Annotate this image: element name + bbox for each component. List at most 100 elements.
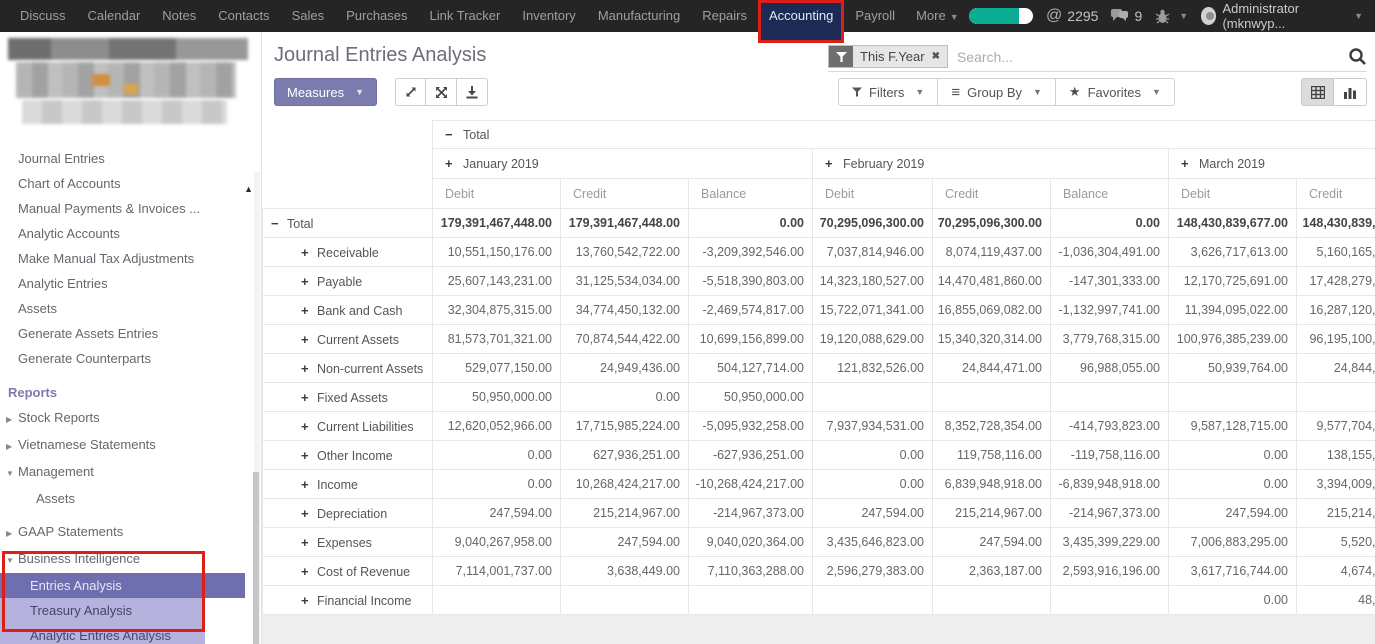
expand-icon[interactable]: + [301,534,309,550]
flip-axis-button[interactable] [395,78,427,106]
sidebar-item-vietnamese-statements[interactable]: ▶ Vietnamese Statements [0,432,261,459]
pivot-row-header-fixed-assets[interactable]: + Fixed Assets [262,382,433,412]
app-menu-item-notes[interactable]: Notes [162,8,197,23]
sidebar-item-analytic-entries-analysis[interactable]: Analytic Entries Analysis [0,623,205,644]
pivot-measure-header-debit[interactable]: Debit [812,178,933,209]
pivot-measure-header-credit[interactable]: Credit [560,178,689,209]
pivot-month-header-january-2019[interactable]: + January 2019 [432,148,813,179]
debug-menu[interactable]: ▼ [1155,9,1188,24]
expand-icon[interactable]: + [301,244,309,260]
app-menu-item-purchases[interactable]: Purchases [346,8,408,23]
sidebar-item-journal-entries[interactable]: Journal Entries [18,151,105,166]
pivot-row-header-depreciation[interactable]: + Depreciation [262,498,433,528]
sidebar-item-gaap-statements[interactable]: ▶ GAAP Statements [0,519,261,546]
sidebar-scrollbar-track[interactable] [253,172,260,644]
app-menu-item-payroll[interactable]: Payroll [855,8,896,23]
expand-icon[interactable]: + [301,331,309,347]
sidebar-item-assets[interactable]: Assets [18,301,58,316]
caret-right-icon[interactable]: ▶ [6,442,13,451]
sidebar-item-make-manual-tax-adjustments[interactable]: Make Manual Tax Adjustments [18,251,195,266]
measures-button[interactable]: Measures ▼ [274,78,377,106]
collapse-icon[interactable]: − [445,127,453,142]
expand-icon[interactable]: + [825,156,833,171]
app-menu-item-link-tracker[interactable]: Link Tracker [429,8,501,23]
pivot-measure-header-debit[interactable]: Debit [432,178,561,209]
expand-icon[interactable]: + [301,302,309,318]
app-menu-item-contacts[interactable]: Contacts [218,8,270,23]
search-icon[interactable] [1348,47,1367,66]
app-menu-more[interactable]: More ▼ [916,8,959,23]
favorites-button[interactable]: ★ Favorites ▼ [1055,78,1175,106]
expand-all-button[interactable] [426,78,458,106]
pivot-row-header-expenses[interactable]: + Expenses [262,527,433,557]
pivot-row-header-non-current-assets[interactable]: + Non-current Assets [262,353,433,383]
expand-icon[interactable]: + [301,505,309,521]
pivot-measure-header-credit[interactable]: Credit [932,178,1051,209]
sidebar-item-chart-of-accounts[interactable]: Chart of Accounts [18,176,121,191]
user-menu[interactable]: Administrator (mknwyp... ▼ [1201,1,1363,31]
sidebar-item-assets[interactable]: Assets [36,491,76,506]
expand-icon[interactable]: + [301,360,309,376]
search-input[interactable]: Search... [956,48,1013,65]
sidebar-item-analytic-accounts[interactable]: Analytic Accounts [18,226,120,241]
pivot-measure-header-debit[interactable]: Debit [1168,178,1297,209]
pivot-row-header-current-assets[interactable]: + Current Assets [262,324,433,354]
app-menu-item-sales[interactable]: Sales [291,8,325,23]
mention-counter[interactable]: @ 2295 [1046,7,1098,25]
expand-icon[interactable]: + [301,273,309,289]
pivot-measure-header-balance[interactable]: Balance [1050,178,1169,209]
pivot-row-header-current-liabilities[interactable]: + Current Liabilities [262,411,433,441]
pivot-row-header-receivable[interactable]: + Receivable [262,237,433,267]
sidebar-item-manual-payments-invoices[interactable]: Manual Payments & Invoices ... [18,201,201,216]
pivot-row-header-total[interactable]: − Total [262,208,433,238]
sidebar-scrollbar-thumb[interactable] [253,472,259,644]
expand-icon[interactable]: + [301,592,309,608]
search-facet[interactable]: This F.Year ✖ [828,45,948,68]
sidebar-item-management[interactable]: ▼ Management [0,459,261,486]
pivot-measure-header-credit[interactable]: Credit [1295,178,1375,209]
app-menu-item-inventory[interactable]: Inventory [522,8,576,23]
pivot-month-header-march-2019[interactable]: + March 2019 [1167,148,1375,179]
pivot-row-header-payable[interactable]: + Payable [262,266,433,296]
pivot-row-header-financial-income[interactable]: + Financial Income [262,585,433,615]
caret-down-icon[interactable]: ▼ [6,556,14,565]
sidebar-item-stock-reports[interactable]: ▶ Stock Reports [0,405,261,432]
caret-right-icon[interactable]: ▶ [6,529,13,538]
sidebar-item-entries-analysis[interactable]: Entries Analysis [0,573,245,598]
app-menu-item-calendar[interactable]: Calendar [87,8,141,23]
pivot-row-header-cost-of-revenue[interactable]: + Cost of Revenue [262,556,433,586]
facet-remove-icon[interactable]: ✖ [931,51,940,62]
expand-icon[interactable]: + [301,447,309,463]
messages-counter[interactable]: 9 [1111,8,1142,24]
expand-icon[interactable]: + [301,418,309,434]
download-button[interactable] [457,78,489,106]
pivot-row-header-bank-and-cash[interactable]: + Bank and Cash [262,295,433,325]
pivot-month-header-february-2019[interactable]: + February 2019 [812,148,1169,179]
pivot-row-header-other-income[interactable]: + Other Income [262,440,433,470]
app-menu-item-manufacturing[interactable]: Manufacturing [597,8,681,23]
pivot-col-total-header[interactable]: − Total [431,120,1375,149]
collapse-icon[interactable]: − [271,215,279,231]
filters-button[interactable]: Filters ▼ [838,78,939,106]
expand-icon[interactable]: + [301,476,309,492]
pivot-row-header-income[interactable]: + Income [262,469,433,499]
caret-right-icon[interactable]: ▶ [6,415,13,424]
sidebar-item-business-intelligence[interactable]: ▼ Business Intelligence [0,546,261,573]
expand-icon[interactable]: + [301,389,309,405]
sidebar-item-treasury-analysis[interactable]: Treasury Analysis [0,598,205,623]
expand-icon[interactable]: + [445,156,453,171]
sidebar-item-generate-assets-entries[interactable]: Generate Assets Entries [18,326,159,341]
pivot-view-button[interactable] [1301,78,1334,106]
scroll-up-icon[interactable]: ▲ [244,184,253,194]
sidebar-item-generate-counterparts[interactable]: Generate Counterparts [18,351,151,366]
expand-icon[interactable]: + [301,563,309,579]
app-menu-item-repairs[interactable]: Repairs [702,8,747,23]
sidebar-item-analytic-entries[interactable]: Analytic Entries [18,276,108,291]
app-menu-item-discuss[interactable]: Discuss [20,8,66,23]
graph-view-button[interactable] [1334,78,1367,106]
app-menu-item-accounting[interactable]: Accounting [758,0,845,43]
caret-down-icon[interactable]: ▼ [6,469,14,478]
group-by-button[interactable]: ≡ Group By ▼ [938,78,1056,106]
expand-icon[interactable]: + [1181,156,1189,171]
pivot-measure-header-balance[interactable]: Balance [688,178,813,209]
